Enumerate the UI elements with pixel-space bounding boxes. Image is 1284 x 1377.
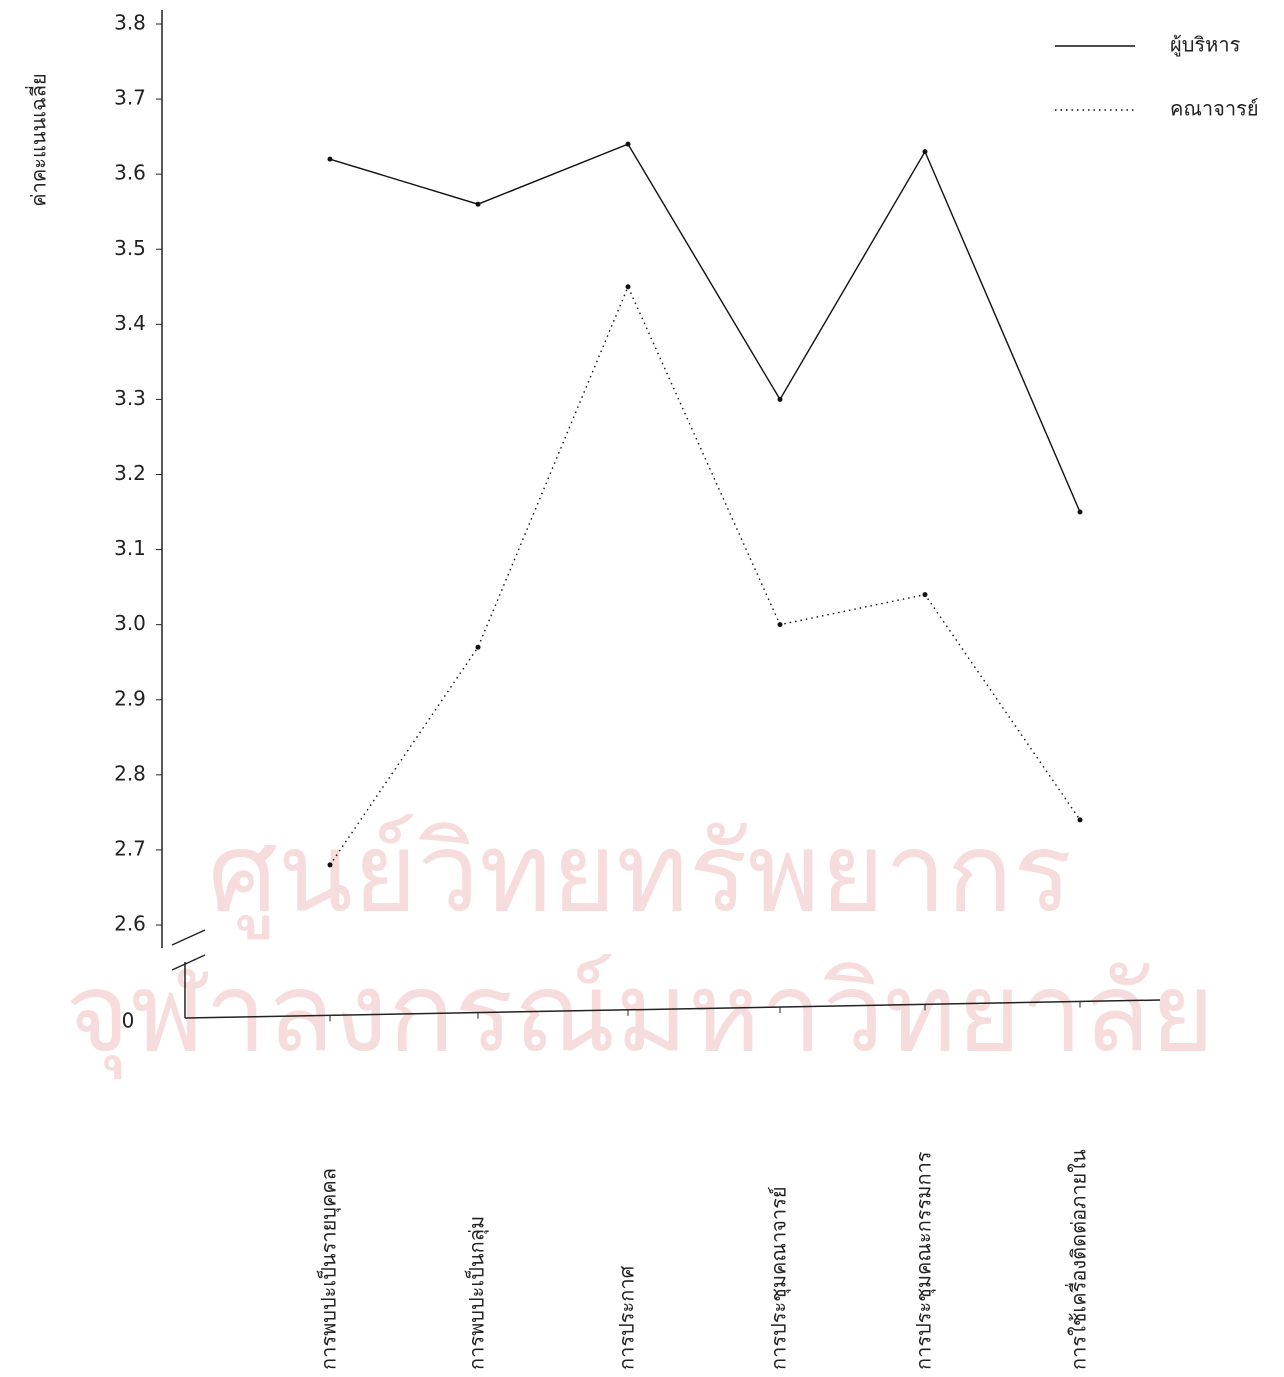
x-tick-label: การใช้เครื่องติดต่อภายใน [1065,1149,1091,1370]
data-point [327,156,333,162]
y-tick-label: 2.7 [114,836,146,860]
data-point [625,141,631,147]
legend-label: คณาจารย์ [1170,97,1259,121]
y-axis-label: ค่าคะแนนเฉลี่ย [25,73,51,206]
watermark: จุฬาลงกรณ์มหาวิทยาลัย [65,948,1214,1079]
data-point [922,592,928,598]
y-tick-label: 3.4 [114,311,146,335]
x-tick-label: การประชุมคณาจารย์ [767,1186,792,1370]
y-tick-label: 3.7 [114,86,146,110]
data-point [475,644,481,650]
y-tick-label: 3.5 [114,236,146,260]
series-line [329,143,1081,513]
axis-break [171,929,206,946]
x-tick-label: การประชุมคณะกรรมการ [912,1151,937,1370]
y-tick-label: 3.1 [114,536,146,560]
y-tick-label: 2.9 [114,686,146,710]
data-point [625,284,631,290]
data-point [922,149,928,155]
y-break-label: 0 [122,1009,135,1033]
y-tick-label: 3.2 [114,461,146,485]
watermark: ศูนย์วิทยทรัพยากร [208,808,1072,939]
legend-label: ผู้บริหาร [1170,33,1241,58]
axis-break [171,954,206,971]
data-point [475,201,481,207]
data-point [327,862,333,868]
series-line [329,285,1081,866]
data-point [1077,817,1083,823]
x-axis [184,999,1161,1019]
data-point [1077,509,1083,515]
data-point [777,622,783,628]
y-tick-label: 3.8 [114,11,146,35]
x-tick-label: การพบปะเป็นรายบุคคล [316,1168,342,1370]
y-tick-label: 2.6 [114,912,146,936]
x-tick-label: การพบปะเป็นกลุ่ม [464,1216,490,1370]
y-tick-label: 3.0 [114,611,146,635]
y-tick-label: 2.8 [114,761,146,785]
y-tick-label: 3.6 [114,161,146,185]
y-tick-label: 3.3 [114,386,146,410]
data-point [777,396,783,402]
x-tick-label: การประกาศ [615,1265,639,1370]
